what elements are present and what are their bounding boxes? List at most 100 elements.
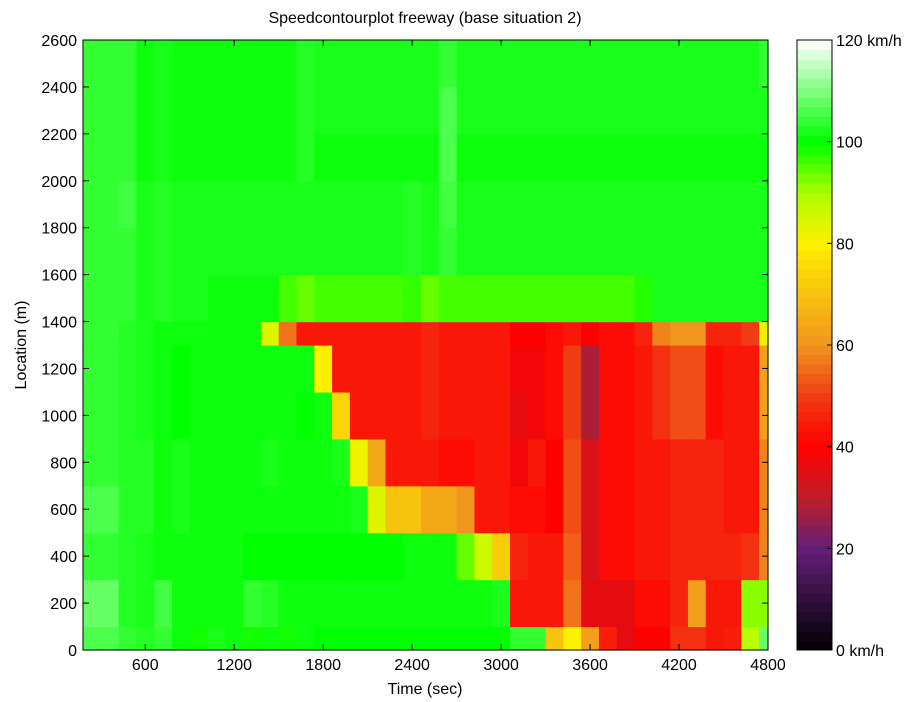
heatmap-cell [118, 40, 137, 88]
heatmap-cell [421, 86, 440, 135]
heatmap-cell [403, 40, 422, 88]
heatmap-cell [456, 532, 476, 581]
colorbar-segment [797, 59, 832, 70]
heatmap-cell [652, 345, 671, 393]
heatmap-cell [598, 321, 618, 346]
heatmap-cell [438, 86, 458, 135]
heatmap-cell [438, 579, 458, 628]
heatmap-cell [438, 485, 458, 534]
heatmap-cell [314, 180, 333, 229]
heatmap-cell [652, 579, 671, 628]
heatmap-cell [385, 274, 404, 323]
heatmap-cell [349, 227, 369, 276]
y-tick-label: 400 [50, 549, 77, 566]
heatmap-cell [634, 133, 653, 182]
colorbar-segment [797, 202, 832, 213]
heatmap-cell [385, 40, 404, 88]
colorbar-segment [797, 249, 832, 260]
heatmap-cell [403, 86, 422, 135]
heatmap-cell [278, 180, 298, 229]
heatmap-cell [332, 438, 351, 487]
heatmap-cell [189, 626, 209, 651]
heatmap-cell [581, 227, 600, 276]
heatmap-cell [296, 485, 315, 534]
heatmap-cell [705, 485, 725, 534]
heatmap-cell [438, 532, 458, 581]
heatmap-cell [171, 391, 191, 440]
y-axis-ticks: 0 200 400 600 800 1000 1200 1400 1600 1800 2000 220… [41, 33, 768, 660]
colorbar-segment [797, 173, 832, 184]
heatmap-cell [332, 532, 351, 581]
colorbar-ticks: 0 km/h 20 40 60 80 100 120 km/h [827, 33, 902, 660]
heatmap-cell [278, 274, 298, 323]
heatmap-cell [474, 321, 493, 346]
y-tick-label: 1000 [41, 408, 77, 425]
heatmap-cell [616, 40, 636, 88]
colorbar-segment [797, 268, 832, 279]
heatmap-cell [118, 485, 137, 534]
heatmap-cell [154, 579, 173, 628]
colorbar-segment [797, 592, 832, 603]
heatmap-cell [438, 345, 458, 393]
heatmap-cell [456, 274, 476, 323]
heatmap-cell [421, 133, 440, 182]
y-tick-label: 2600 [41, 33, 77, 50]
colorbar-segment [797, 49, 832, 60]
heatmap-cell [332, 133, 351, 182]
colorbar-segment [797, 602, 832, 613]
heatmap-cell [403, 438, 422, 487]
heatmap-cell [260, 180, 280, 229]
heatmap-cell [314, 321, 333, 346]
heatmap-cell [421, 274, 440, 323]
heatmap-cell [260, 579, 280, 628]
heatmap-cell [296, 274, 315, 323]
heatmap-cell [421, 485, 440, 534]
heatmap-cell [278, 133, 298, 182]
heatmap-cell [474, 86, 493, 135]
heatmap-cell [616, 579, 636, 628]
heatmap-cell [225, 626, 244, 651]
heatmap-cell [438, 180, 458, 229]
heatmap-cell [332, 40, 351, 88]
heatmap-cell [296, 133, 315, 182]
heatmap-cell [171, 438, 191, 487]
heatmap-cell [332, 626, 351, 651]
colorbar-segment [797, 306, 832, 317]
heatmap-cell [456, 86, 476, 135]
heatmap-cell [634, 438, 653, 487]
colorbar-segment [797, 526, 832, 537]
heatmap-cell [171, 626, 191, 651]
heatmap-cell [492, 40, 511, 88]
y-tick-label: 2400 [41, 80, 77, 97]
heatmap-cell [260, 438, 280, 487]
x-tick-label: 1200 [216, 657, 252, 674]
heatmap-cell [723, 485, 742, 534]
heatmap-cell [314, 345, 333, 393]
colorbar-segment [797, 392, 832, 403]
x-tick-label: 3600 [572, 657, 608, 674]
heatmap-cell [563, 438, 582, 487]
heatmap-cell [527, 391, 547, 440]
heatmap-cell [563, 626, 582, 651]
heatmap-cell [741, 345, 760, 393]
heatmap-cell [723, 532, 742, 581]
heatmap-cell [154, 438, 173, 487]
heatmap-cell [652, 274, 671, 323]
heatmap-cell [296, 180, 315, 229]
heatmap-cell [83, 579, 102, 628]
heatmap-cell [652, 40, 671, 88]
heatmap-cell [100, 274, 120, 323]
heatmap-cell [510, 345, 529, 393]
heatmap-cell [296, 345, 315, 393]
colorbar-segment [797, 564, 832, 575]
heatmap-cell [492, 532, 511, 581]
heatmap-cell [492, 485, 511, 534]
heatmap-cell [421, 579, 440, 628]
heatmap-cell [349, 579, 369, 628]
heatmap-cell [492, 227, 511, 276]
heatmap-cell [598, 180, 618, 229]
x-tick-label: 4200 [661, 657, 697, 674]
y-tick-label: 2200 [41, 127, 77, 144]
colorbar-segment [797, 640, 832, 651]
heatmap-cell [385, 579, 404, 628]
